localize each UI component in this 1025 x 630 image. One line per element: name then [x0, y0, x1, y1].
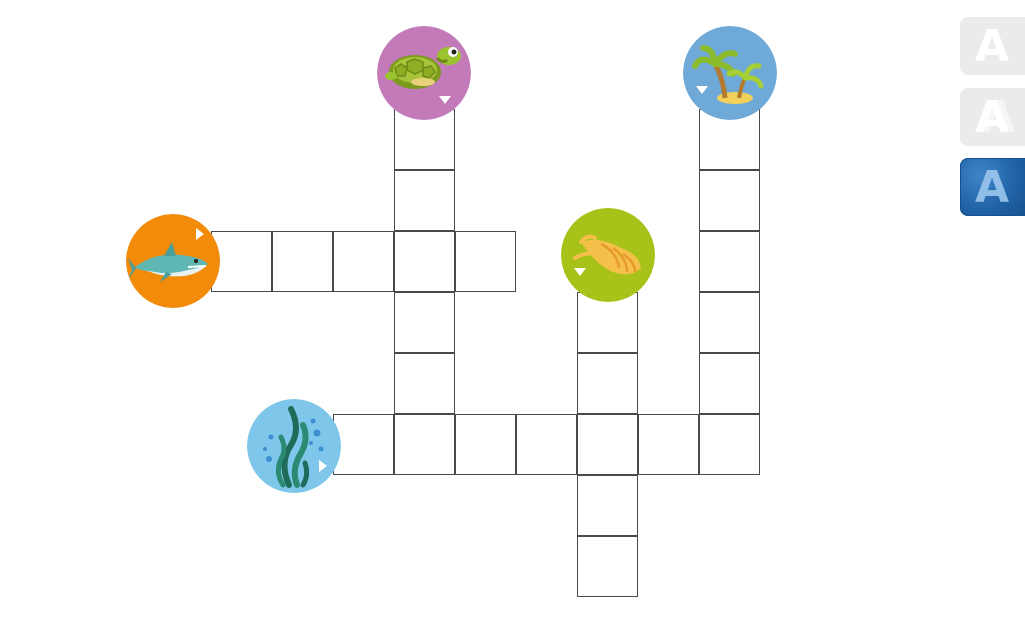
- palm-island-icon: [683, 26, 777, 120]
- font-small-button[interactable]: A: [960, 17, 1025, 75]
- right-arrow-icon: [196, 228, 204, 240]
- font-small-label: A: [974, 20, 1010, 72]
- grid-cell-r4-c9[interactable]: [577, 292, 638, 353]
- grid-cell-r4-c11[interactable]: [699, 292, 760, 353]
- grid-cell-r3-c7[interactable]: [455, 231, 516, 292]
- down-arrow-icon: [439, 96, 451, 104]
- grid-cell-r3-c6[interactable]: [394, 231, 455, 292]
- font-large-label: A: [974, 161, 1010, 213]
- grid-cell-r6-c5[interactable]: [333, 414, 394, 475]
- grid-cell-r3-c4[interactable]: [272, 231, 333, 292]
- grid-cell-r6-c7[interactable]: [455, 414, 516, 475]
- right-arrow-icon: [319, 460, 327, 472]
- grid-cell-r5-c11[interactable]: [699, 353, 760, 414]
- grid-cell-r3-c11[interactable]: [699, 231, 760, 292]
- seaweed-icon: [247, 399, 341, 493]
- font-large-button[interactable]: A: [960, 158, 1025, 216]
- grid-cell-r8-c9[interactable]: [577, 536, 638, 597]
- shark-icon: [126, 214, 220, 308]
- clue-turtle[interactable]: [377, 26, 471, 120]
- grid-cell-r7-c9[interactable]: [577, 475, 638, 536]
- grid-cell-r6-c9[interactable]: [577, 414, 638, 475]
- grid-cell-r6-c8[interactable]: [516, 414, 577, 475]
- grid-cell-r4-c6[interactable]: [394, 292, 455, 353]
- grid-cell-r3-c3[interactable]: [211, 231, 272, 292]
- grid-cell-r6-c11[interactable]: [699, 414, 760, 475]
- grid-cell-r5-c6[interactable]: [394, 353, 455, 414]
- turtle-icon: [377, 26, 471, 120]
- clue-seashell[interactable]: [561, 208, 655, 302]
- down-arrow-icon: [574, 268, 586, 276]
- grid-cell-r2-c6[interactable]: [394, 170, 455, 231]
- clue-seaweed[interactable]: [247, 399, 341, 493]
- font-medium-label: A: [974, 91, 1010, 143]
- down-arrow-icon: [696, 86, 708, 94]
- grid-cell-r5-c9[interactable]: [577, 353, 638, 414]
- grid-cell-r6-c6[interactable]: [394, 414, 455, 475]
- clue-shark[interactable]: [126, 214, 220, 308]
- clue-palm-island[interactable]: [683, 26, 777, 120]
- font-medium-button[interactable]: A: [960, 88, 1025, 146]
- seashell-icon: [561, 208, 655, 302]
- grid-cell-r6-c10[interactable]: [638, 414, 699, 475]
- grid-cell-r3-c5[interactable]: [333, 231, 394, 292]
- grid-cell-r2-c11[interactable]: [699, 170, 760, 231]
